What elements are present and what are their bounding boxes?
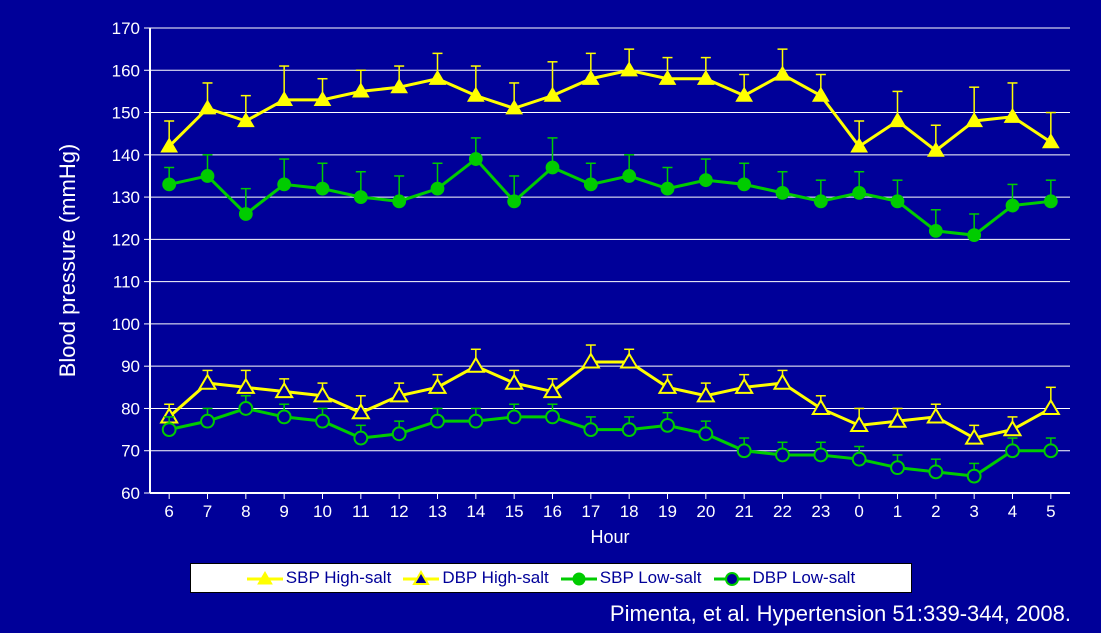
svg-text:17: 17 xyxy=(581,502,600,521)
svg-text:140: 140 xyxy=(112,146,140,165)
svg-text:60: 60 xyxy=(121,484,140,503)
svg-text:130: 130 xyxy=(112,188,140,207)
legend-item-dbp-low: DBP Low-salt xyxy=(714,568,856,588)
svg-text:20: 20 xyxy=(696,502,715,521)
svg-text:21: 21 xyxy=(735,502,754,521)
svg-text:70: 70 xyxy=(121,442,140,461)
svg-text:7: 7 xyxy=(203,502,212,521)
svg-text:22: 22 xyxy=(773,502,792,521)
svg-text:10: 10 xyxy=(313,502,332,521)
svg-text:4: 4 xyxy=(1008,502,1017,521)
svg-text:80: 80 xyxy=(121,399,140,418)
svg-text:3: 3 xyxy=(969,502,978,521)
svg-text:8: 8 xyxy=(241,502,250,521)
svg-text:23: 23 xyxy=(811,502,830,521)
legend-label: SBP High-salt xyxy=(286,568,392,588)
svg-text:90: 90 xyxy=(121,357,140,376)
svg-text:1: 1 xyxy=(893,502,902,521)
svg-text:12: 12 xyxy=(390,502,409,521)
legend-item-sbp-high: SBP High-salt xyxy=(247,568,392,588)
svg-text:160: 160 xyxy=(112,61,140,80)
svg-text:6: 6 xyxy=(164,502,173,521)
legend: SBP High-salt DBP High-salt SBP Low-salt… xyxy=(190,563,912,593)
citation-text: Pimenta, et al. Hypertension 51:339-344,… xyxy=(610,601,1071,627)
svg-text:14: 14 xyxy=(466,502,485,521)
legend-label: DBP Low-salt xyxy=(753,568,856,588)
svg-text:Hour: Hour xyxy=(590,527,629,547)
chart-svg: 6070809010011012013014015016017067891011… xyxy=(0,0,1101,633)
svg-text:120: 120 xyxy=(112,230,140,249)
svg-text:11: 11 xyxy=(352,502,370,521)
chart-container: 6070809010011012013014015016017067891011… xyxy=(0,0,1101,633)
svg-text:Blood pressure (mmHg): Blood pressure (mmHg) xyxy=(55,144,80,378)
svg-text:5: 5 xyxy=(1046,502,1055,521)
svg-text:18: 18 xyxy=(620,502,639,521)
legend-item-dbp-high: DBP High-salt xyxy=(403,568,548,588)
svg-text:2: 2 xyxy=(931,502,940,521)
legend-label: DBP High-salt xyxy=(442,568,548,588)
svg-text:150: 150 xyxy=(112,104,140,123)
svg-text:16: 16 xyxy=(543,502,562,521)
svg-text:19: 19 xyxy=(658,502,677,521)
svg-text:9: 9 xyxy=(279,502,288,521)
svg-text:13: 13 xyxy=(428,502,447,521)
svg-text:100: 100 xyxy=(112,315,140,334)
svg-text:170: 170 xyxy=(112,19,140,38)
svg-text:110: 110 xyxy=(113,273,140,292)
legend-label: SBP Low-salt xyxy=(600,568,702,588)
legend-item-sbp-low: SBP Low-salt xyxy=(561,568,702,588)
svg-text:15: 15 xyxy=(505,502,524,521)
svg-text:0: 0 xyxy=(854,502,863,521)
